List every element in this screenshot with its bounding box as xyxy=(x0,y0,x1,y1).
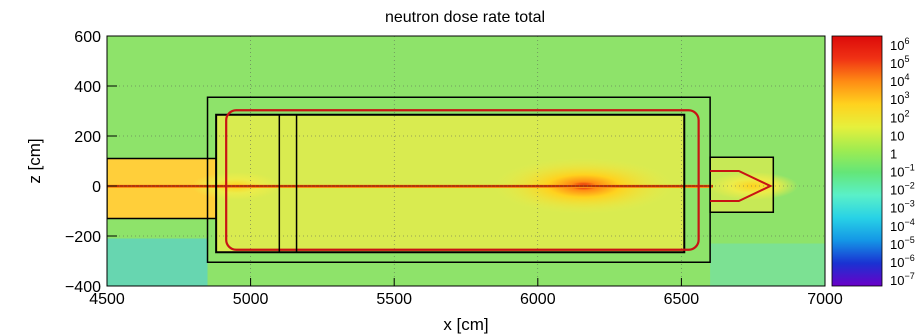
y-tick-label-2: 0 xyxy=(92,179,101,196)
y-tick-label-1: −200 xyxy=(65,229,101,246)
x-axis-label: x [cm] xyxy=(443,315,488,334)
x-tick-label-5: 7000 xyxy=(807,291,843,308)
colorbar-label-3: 103 xyxy=(890,90,909,107)
colorbar-label-10: 10−4 xyxy=(890,217,915,234)
plot-area xyxy=(107,36,825,286)
x-tick-label-4: 6500 xyxy=(664,291,700,308)
low-dose-region xyxy=(107,238,208,286)
y-tick-label-0: −400 xyxy=(65,279,101,296)
colorbar-label-6: 1 xyxy=(890,146,897,161)
colorbar-label-8: 10−2 xyxy=(890,181,915,198)
colorbar-label-11: 10−5 xyxy=(890,235,915,252)
x-tick-label-1: 5000 xyxy=(233,291,269,308)
colorbar-label-1: 105 xyxy=(890,54,909,71)
colorbar-label-13: 10−7 xyxy=(890,271,915,288)
y-tick-label-3: 200 xyxy=(74,129,101,146)
end-cap-outline xyxy=(709,156,775,213)
y-tick-label-4: 400 xyxy=(74,79,101,96)
colorbar-label-9: 10−3 xyxy=(890,199,915,216)
colorbar-label-4: 102 xyxy=(890,108,909,125)
plot-frame xyxy=(106,35,826,287)
end-cap-contour xyxy=(710,170,773,202)
x-tick-label-0: 4500 xyxy=(89,291,125,308)
colorbar-label-0: 106 xyxy=(890,36,909,53)
dose-contour-red xyxy=(225,109,700,251)
chart-title: neutron dose rate total xyxy=(385,9,545,26)
colorbar-label-2: 104 xyxy=(890,72,909,89)
y-axis-label: z [cm] xyxy=(25,138,44,183)
low-dose-region-right xyxy=(710,243,825,286)
colorbar xyxy=(831,35,883,287)
colorbar-label-12: 10−6 xyxy=(890,253,915,270)
hotspot-2 xyxy=(708,172,799,200)
upstream-pipe-outline xyxy=(107,157,217,220)
colorbar-label-5: 10 xyxy=(890,128,904,143)
x-tick-label-3: 6000 xyxy=(520,291,556,308)
x-tick-label-2: 5500 xyxy=(376,291,412,308)
colorbar-label-7: 10−1 xyxy=(890,163,915,180)
y-tick-label-5: 600 xyxy=(74,29,101,46)
